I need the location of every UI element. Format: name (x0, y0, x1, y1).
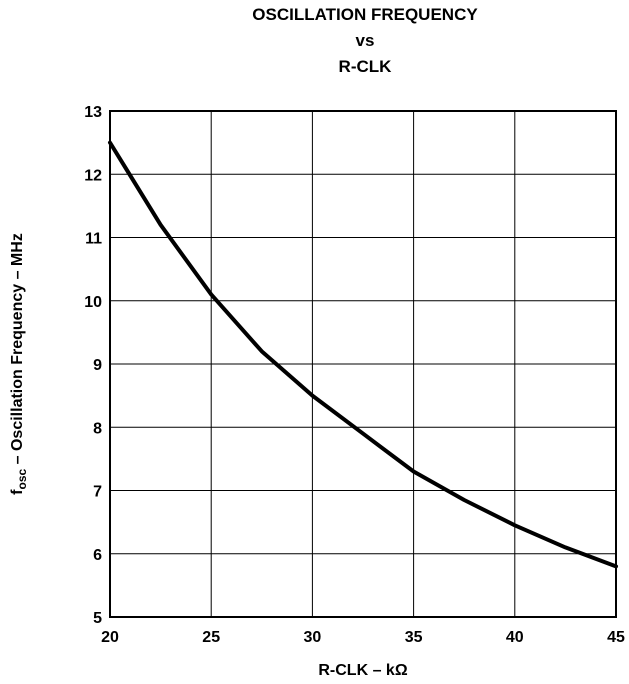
y-axis-label: fosc – Oscillation Frequency – MHz (9, 233, 29, 495)
y-tick-label: 11 (85, 231, 102, 248)
x-tick-label: 30 (304, 629, 322, 646)
x-tick-label: 25 (202, 629, 220, 646)
y-axis-label-subscript: osc (15, 468, 29, 489)
data-series (108, 140, 618, 569)
tick-labels: 20 25 30 35 40 45 5 6 7 8 9 10 11 12 13 (84, 104, 625, 646)
y-tick-label: 5 (93, 610, 102, 627)
x-tick-label: 45 (607, 629, 625, 646)
y-tick-label: 6 (93, 547, 102, 564)
y-axis-label-symbol: f (9, 489, 26, 495)
plot-area-frame (109, 110, 617, 618)
x-axis-label: R-CLK – kΩ (318, 662, 407, 679)
y-tick-label: 8 (93, 420, 102, 437)
y-tick-label: 10 (84, 294, 102, 311)
y-tick-label: 12 (84, 167, 102, 184)
y-tick-label: 9 (93, 357, 102, 374)
x-tick-label: 20 (101, 629, 119, 646)
grid-lines (110, 111, 616, 617)
y-axis-label-text: – Oscillation Frequency – MHz (9, 233, 26, 469)
series-line (108, 140, 618, 569)
chart-title-line-1: OSCILLATION FREQUENCY (252, 5, 478, 24)
chart-title-line-2: vs (355, 31, 375, 50)
y-tick-label: 7 (93, 484, 102, 501)
chart-title-line-3: R-CLK (338, 57, 392, 76)
y-tick-label: 13 (84, 104, 102, 121)
x-tick-label: 40 (506, 629, 524, 646)
x-tick-label: 35 (405, 629, 423, 646)
